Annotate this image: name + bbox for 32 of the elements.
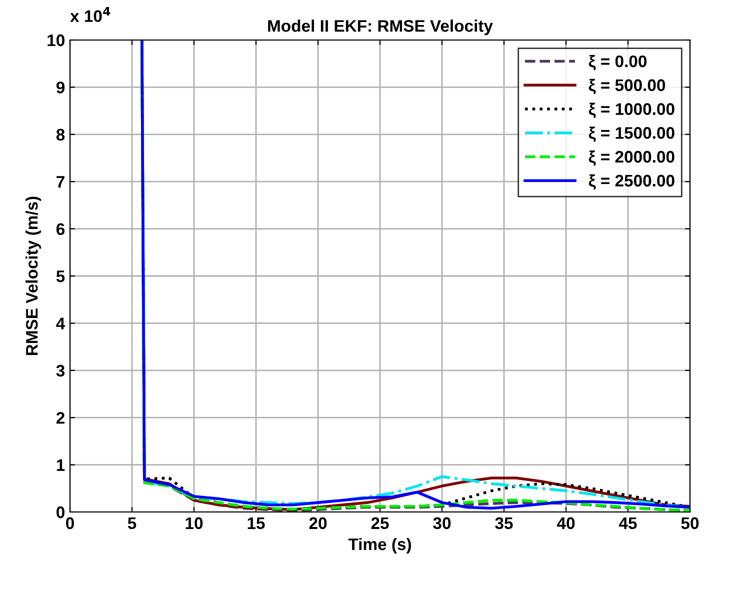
x-tick-label: 40 (556, 517, 575, 530)
legend-label: ξ = 0.00 (588, 55, 647, 70)
x-tick-label: 45 (618, 517, 637, 530)
chart-title: Model II EKF: RMSE Velocity (268, 20, 493, 36)
y-tick-label: 7 (56, 176, 64, 188)
x-tick-label: 35 (495, 517, 513, 530)
y-tick-label: 5 (56, 270, 65, 282)
legend-label: ξ = 1500.00 (588, 126, 674, 142)
x-tick-label: 25 (371, 517, 389, 530)
legend-label: ξ = 2000.00 (588, 150, 674, 166)
x-tick-label: 30 (433, 517, 451, 530)
x-tick-label: 50 (681, 517, 699, 530)
x-tick-label: 20 (309, 517, 327, 530)
y-tick-label: 9 (56, 82, 65, 94)
text: x 10$^{4}$ (70, 7, 110, 22)
y-axis-title: RMSE Velocity (m/s) (26, 196, 42, 355)
x-tick-label: 0 (66, 517, 74, 530)
x-tick-label: 15 (248, 517, 265, 530)
legend-label: ξ = 500.00 (588, 78, 666, 94)
y-tick-label: 2 (56, 412, 64, 424)
y-tick-label: 10 (48, 34, 64, 46)
x-axis-title: Time (s) (348, 538, 411, 554)
legend-label: ξ = 2500.00 (588, 174, 674, 190)
legend-label: ξ = 1000.00 (588, 102, 674, 118)
y-tick-label: 8 (56, 128, 65, 141)
y-tick-label: 3 (56, 364, 65, 377)
y-tick-label: 6 (56, 223, 65, 236)
y-tick-label: 1 (56, 459, 65, 471)
x-tick-label: 10 (186, 517, 203, 530)
y-tick-label: 0 (56, 506, 64, 518)
y-tick-label: 4 (56, 318, 66, 330)
x-tick-label: 5 (128, 517, 136, 530)
